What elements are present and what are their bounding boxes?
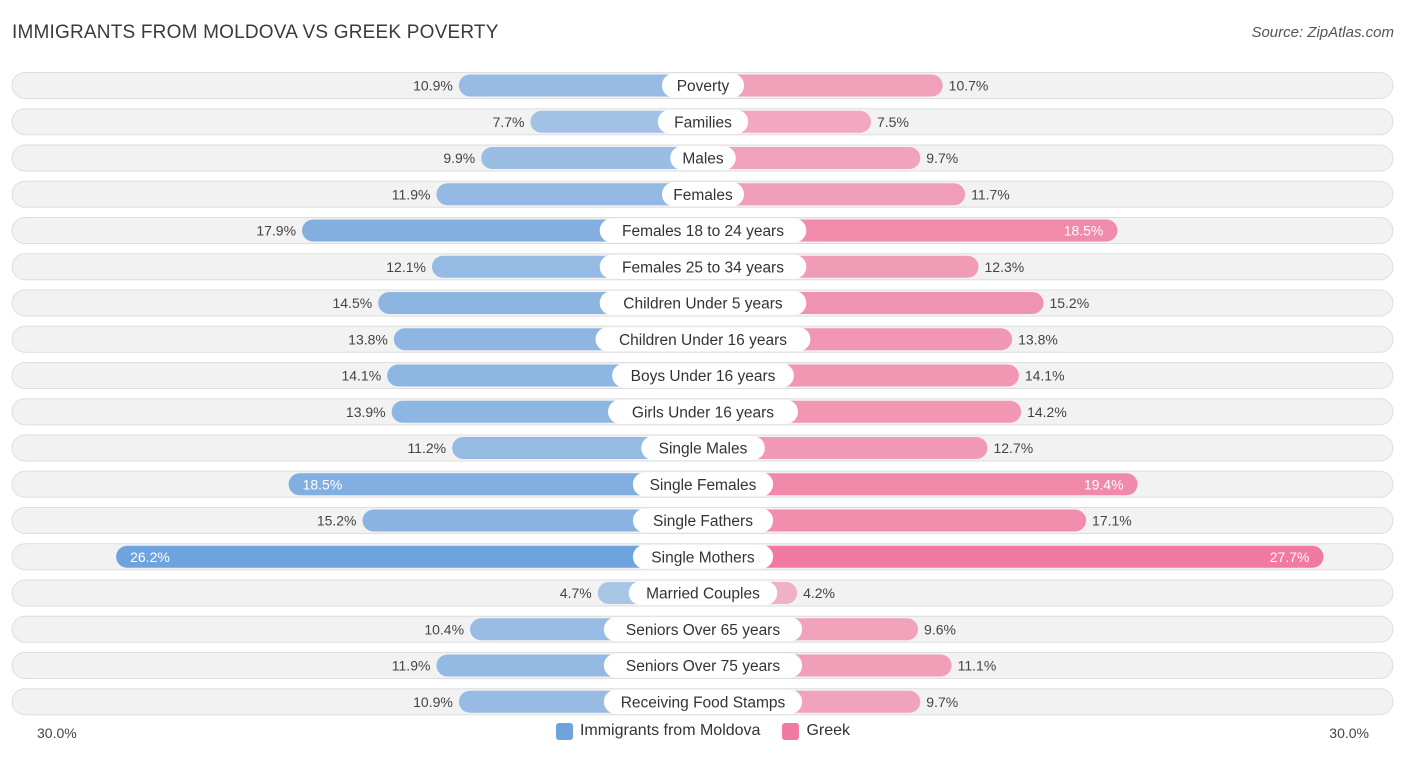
value-label-moldova: 9.9% [443,150,475,166]
category-label: Single Mothers [651,549,755,566]
category-pill [661,73,745,98]
bar-greek[interactable] [703,545,1324,568]
bar-greek[interactable] [703,74,943,97]
category-label: Single Females [650,477,757,494]
category-pill [628,581,778,605]
value-label-greek: 11.1% [958,658,997,674]
category-label: Females 25 to 34 years [622,259,784,276]
category-label: Females [673,187,733,204]
value-label-moldova: 14.5% [332,295,372,311]
legend: Immigrants from Moldova Greek [0,722,1406,740]
category-label: Girls Under 16 years [632,404,774,421]
category-pill [599,254,807,279]
bar-moldova[interactable] [452,437,703,459]
bar-moldova[interactable] [362,509,703,532]
value-label-greek: 19.4% [1084,476,1124,492]
legend-label-moldova: Immigrants from Moldova [579,722,761,739]
legend-swatch-greek [782,722,800,740]
value-label-greek: 11.7% [971,186,1010,202]
bar-greek[interactable] [703,183,966,206]
axis-left-label: 30.0% [37,725,77,741]
category-pill [657,109,749,134]
legend-swatch-moldova [555,722,573,740]
bar-moldova[interactable] [481,147,703,169]
source-label: Source: ZipAtlas.com [1251,24,1394,41]
legend-label-greek: Greek [806,722,851,739]
value-label-greek: 14.2% [1027,404,1067,420]
value-label-greek: 7.5% [877,114,909,130]
value-label-greek: 13.8% [1018,331,1058,347]
value-label-moldova: 13.8% [348,331,388,347]
category-pill [595,327,811,352]
value-label-moldova: 14.1% [341,368,381,384]
category-label: Children Under 16 years [619,332,787,349]
category-label: Children Under 5 years [623,296,783,313]
bar-greek[interactable] [703,509,1087,532]
value-label-moldova: 10.9% [413,694,453,710]
legend-item-moldova[interactable]: Immigrants from Moldova [555,722,761,740]
category-pill [641,436,765,460]
value-label-moldova: 11.9% [392,658,431,674]
value-label-moldova: 15.2% [317,513,357,529]
value-label-moldova: 10.9% [413,78,453,94]
category-pill [599,218,807,243]
category-pill [603,653,803,678]
category-pill [661,182,745,207]
category-label: Males [682,151,724,168]
category-label: Married Couples [646,586,760,603]
value-label-greek: 12.3% [985,259,1025,275]
category-pill [612,363,794,388]
bar-moldova[interactable] [288,473,703,496]
category-label: Females 18 to 24 years [622,223,784,240]
bar-greek[interactable] [703,473,1138,496]
value-label-moldova: 10.4% [424,621,464,637]
value-label-greek: 4.2% [803,585,835,601]
value-label-moldova: 4.7% [560,585,592,601]
category-pill [608,399,798,424]
bar-greek[interactable] [703,437,988,459]
category-label: Receiving Food Stamps [621,694,786,711]
value-label-greek: 9.7% [926,150,958,166]
bar-moldova[interactable] [436,183,703,206]
bar-greek[interactable] [703,219,1118,242]
value-label-moldova: 17.9% [256,223,296,239]
value-label-moldova: 12.1% [386,259,426,275]
category-label: Single Fathers [653,513,753,530]
category-label: Families [674,114,732,131]
category-label: Poverty [677,78,730,95]
category-label: Seniors Over 75 years [626,658,780,675]
value-label-greek: 27.7% [1270,549,1310,565]
category-pill [603,689,803,714]
value-label-greek: 18.5% [1064,223,1104,239]
category-pill [632,544,774,569]
value-label-moldova: 7.7% [493,114,525,130]
category-pill [632,472,774,497]
value-label-greek: 9.6% [924,621,956,637]
value-label-moldova: 11.9% [392,186,431,202]
category-pill [670,146,736,170]
value-label-greek: 10.7% [949,78,989,94]
value-label-greek: 15.2% [1049,295,1089,311]
category-label: Boys Under 16 years [631,368,776,385]
chart-title: IMMIGRANTS FROM MOLDOVA VS GREEK POVERTY [12,22,499,43]
value-label-moldova: 13.9% [346,404,386,420]
value-label-moldova: 18.5% [303,476,343,492]
legend-item-greek[interactable]: Greek [782,722,850,740]
axis-right-label: 30.0% [1329,725,1369,741]
value-label-moldova: 11.2% [407,440,446,456]
value-label-greek: 9.7% [926,694,958,710]
category-pill [599,291,807,315]
value-label-greek: 12.7% [993,440,1033,456]
category-label: Single Males [659,441,748,458]
bar-greek[interactable] [703,147,921,169]
value-label-moldova: 26.2% [130,549,170,565]
category-pill [603,617,803,642]
bar-moldova[interactable] [458,74,703,97]
value-label-greek: 14.1% [1025,368,1065,384]
category-pill [632,508,774,533]
category-label: Seniors Over 65 years [626,622,780,639]
value-label-greek: 17.1% [1092,513,1132,529]
bar-moldova[interactable] [116,545,704,568]
